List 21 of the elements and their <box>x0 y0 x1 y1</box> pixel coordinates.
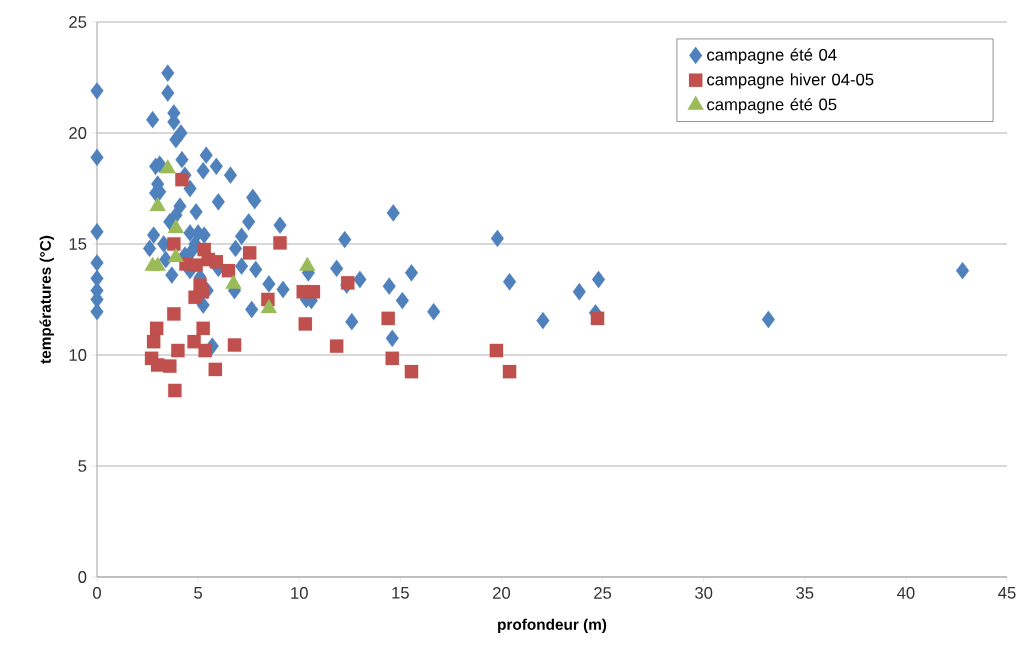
x-tick-label: 5 <box>194 587 203 599</box>
legend-label: campagne hiver 04-05 <box>707 73 874 89</box>
x-tick-label: 40 <box>897 587 915 599</box>
x-axis-title: profondeur (m) <box>498 618 607 633</box>
y-tick-label: 15 <box>69 238 87 250</box>
x-tick-label: 15 <box>392 587 409 599</box>
x-tick-label: 10 <box>291 587 308 599</box>
x-tick-label: 45 <box>998 587 1016 599</box>
x-tick-label: 20 <box>493 587 511 599</box>
legend-label: campagne été 04 <box>707 48 837 64</box>
legend-label: campagne été 05 <box>707 97 837 114</box>
y-tick-label: 10 <box>69 349 87 361</box>
y-tick-label: 0 <box>78 571 87 583</box>
x-tick-label: 0 <box>93 587 101 599</box>
y-tick-label: 20 <box>69 127 87 139</box>
y-tick-label: 25 <box>69 16 87 28</box>
y-axis-title: températures (°C) <box>39 235 54 364</box>
x-tick-label: 25 <box>594 587 612 599</box>
x-tick-label: 30 <box>695 587 713 599</box>
y-tick-label: 5 <box>78 460 87 472</box>
x-tick-label: 35 <box>796 587 814 599</box>
